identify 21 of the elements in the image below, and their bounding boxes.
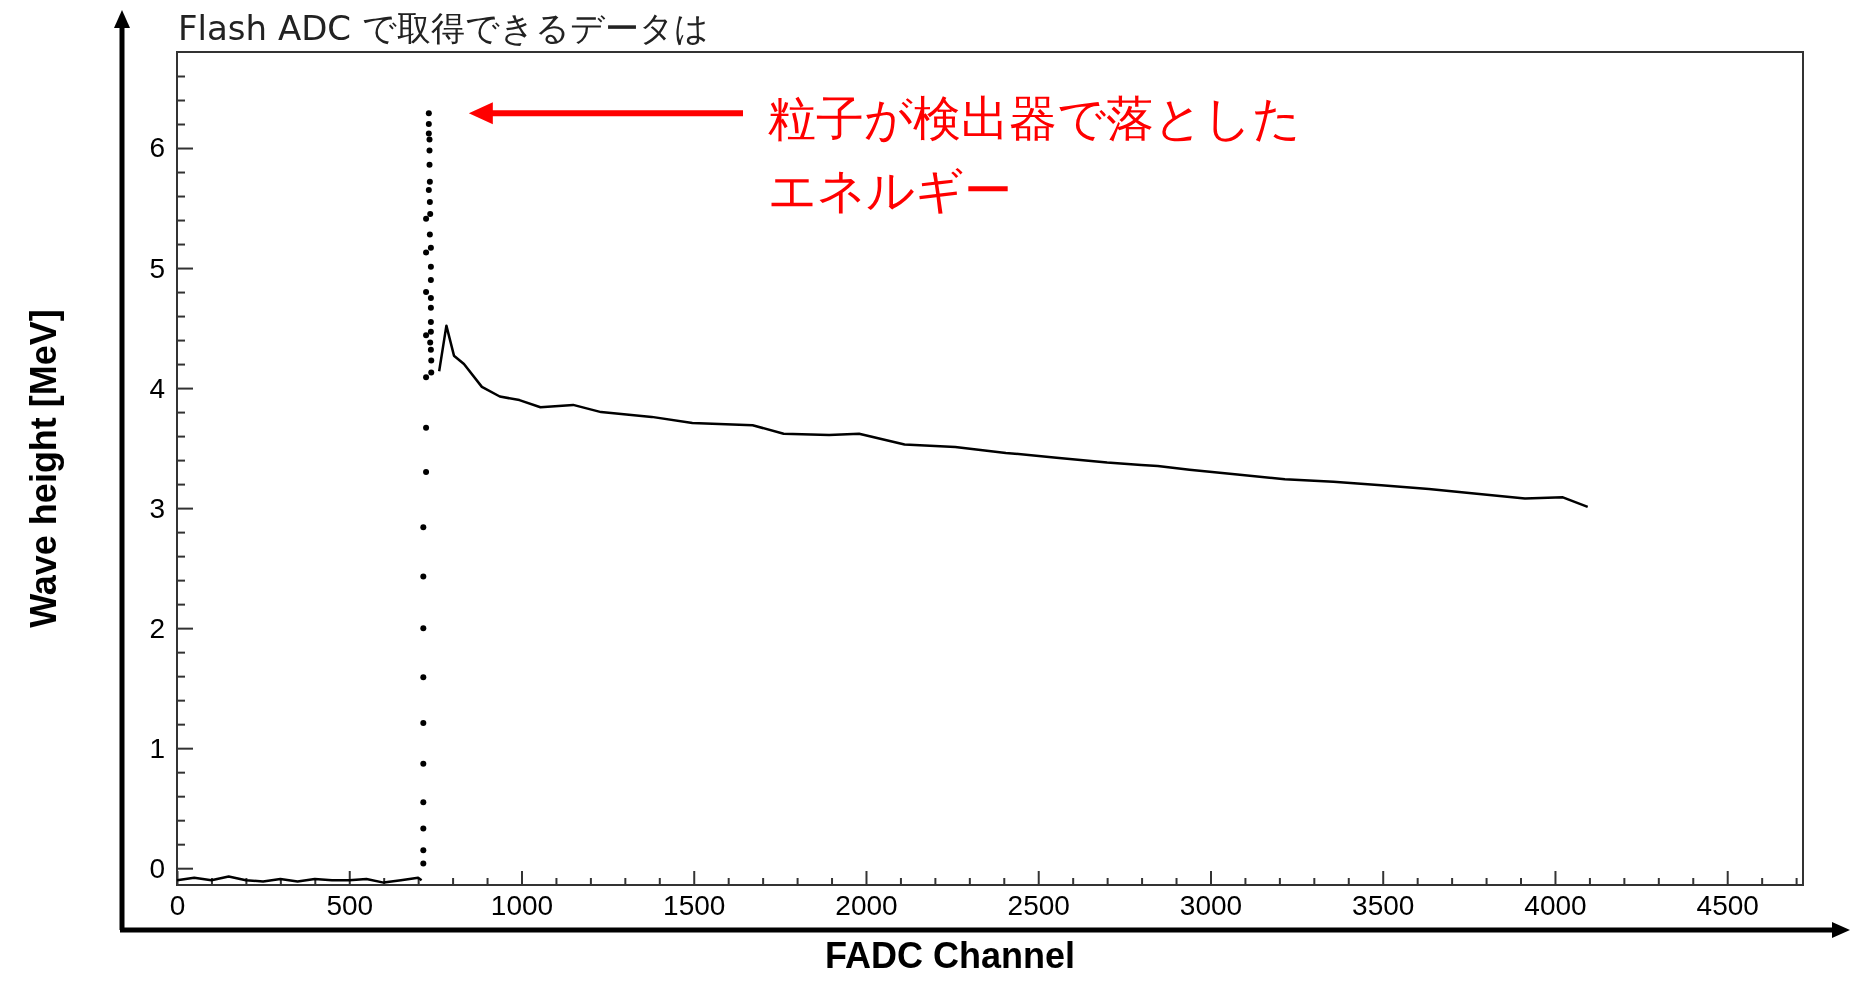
x-tick-label: 0 <box>169 889 186 921</box>
x-tick-label: 1500 <box>663 889 726 921</box>
y-tick-label: 0 <box>149 852 165 884</box>
x-tick-label: 2000 <box>835 889 898 921</box>
y-tick-label: 4 <box>149 372 165 404</box>
y-tick-label: 1 <box>149 732 165 764</box>
x-tick-label: 2500 <box>1007 889 1070 921</box>
x-tick-label: 3500 <box>1352 889 1415 921</box>
x-tick-label: 1000 <box>490 889 554 921</box>
annotation: 粒子が検出器で落としたエネルギー <box>768 90 1301 219</box>
y-axis-title: Wave height [MeV] <box>23 309 64 628</box>
x-tick-label: 3000 <box>1179 889 1243 921</box>
x-axis-title: FADC Channel <box>824 935 1076 976</box>
y-tick-label: 2 <box>149 612 165 644</box>
y-tick-label: 3 <box>149 492 165 524</box>
y-tick-label: 5 <box>149 252 165 284</box>
y-tick-label: 6 <box>149 132 165 164</box>
chart-title: Flash ADC で取得できるデータは <box>178 8 709 48</box>
x-tick-label: 500 <box>326 889 374 921</box>
x-tick-label: 4500 <box>1696 889 1759 921</box>
x-tick-label: 4000 <box>1524 889 1587 921</box>
